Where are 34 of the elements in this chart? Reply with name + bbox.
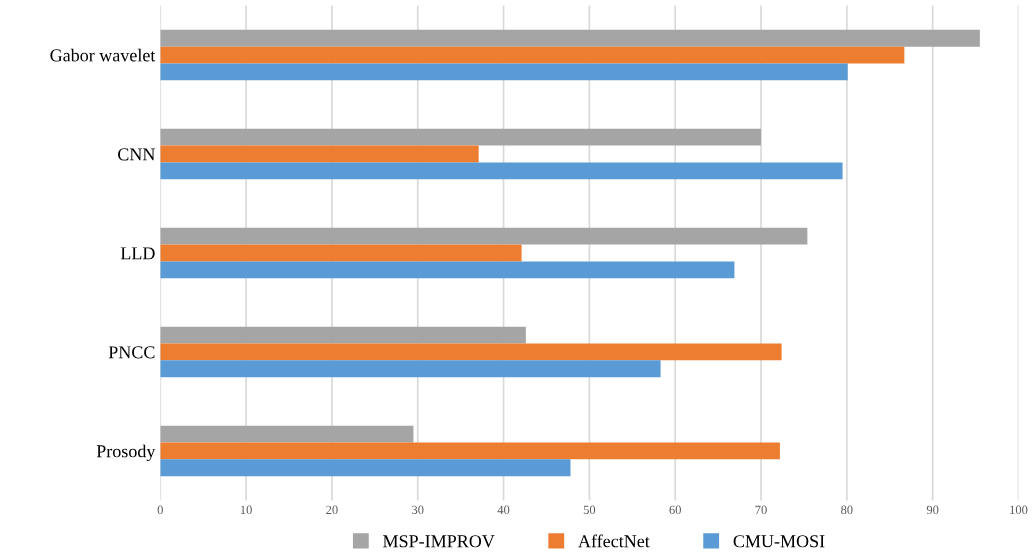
bar [160,244,522,262]
x-tick-label: 70 [755,505,767,515]
x-tick-label: 100 [1010,505,1028,515]
bar [160,145,479,163]
bar [160,46,905,64]
legend-label: CMU-MOSI [733,535,825,548]
x-tick-label: 80 [841,505,853,515]
y-tick-label: PNCC [108,346,155,359]
x-tick-label: 60 [669,505,681,515]
x-tick-label: 10 [240,505,252,515]
bar [160,261,735,279]
bar [160,162,843,180]
bar [160,29,980,47]
y-tick-label: LLD [120,247,155,260]
x-tick-label: 40 [497,505,510,515]
bar [160,227,808,245]
bar [160,128,762,146]
x-tick-label: 90 [926,505,939,515]
bar [160,425,414,443]
y-tick-label: Gabor wavelet [50,48,156,62]
x-tick-label: 20 [326,505,338,515]
x-tick-label: 0 [157,505,163,515]
x-tick-label: 30 [412,505,424,515]
bar [160,442,780,460]
bar [160,326,526,344]
y-tick-label: CNN [118,148,155,161]
legend-label: AffectNet [578,534,650,548]
legend-label: MSP-IMPROV [383,535,495,548]
bar [160,459,571,477]
bar [160,360,661,378]
x-tick-label: 50 [583,505,596,515]
bar [160,343,782,361]
bar [160,63,848,81]
y-tick-label: Prosody [96,444,156,462]
